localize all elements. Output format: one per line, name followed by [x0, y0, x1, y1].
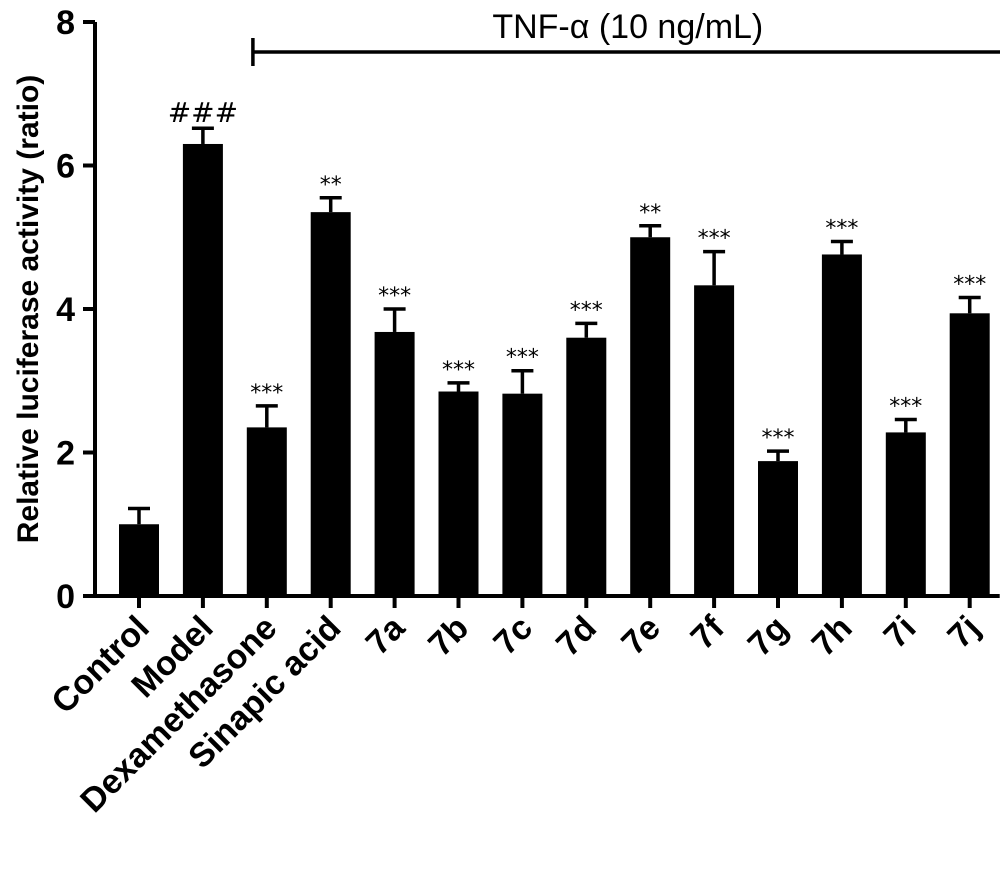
bar-7a: [374, 331, 415, 596]
significance-label-7b: ***: [442, 358, 475, 383]
bar-7h: [821, 254, 862, 596]
x-tick-label-7d: 7d: [549, 609, 604, 664]
bar-7b: [438, 391, 479, 596]
bar-Model: [182, 143, 223, 596]
significance-label-Sinapic acid: **: [320, 173, 342, 198]
treatment-label: TNF-α (10 ng/mL): [492, 8, 763, 46]
significance-label-7e: **: [639, 201, 661, 226]
bar-7e: [630, 237, 671, 596]
significance-label-7a: ***: [378, 284, 411, 309]
significance-label-7i: ***: [889, 394, 922, 419]
significance-label-7c: ***: [506, 346, 539, 371]
bar-7j: [949, 313, 990, 596]
bar-7g: [758, 461, 798, 596]
bar-Sinapic acid: [310, 212, 351, 596]
x-tick-label-7e: 7e: [614, 609, 668, 663]
significance-label-7h: ***: [825, 217, 858, 242]
x-tick-label-7a: 7a: [359, 608, 413, 662]
y-tick-label: 4: [56, 291, 75, 329]
bar-Control: [119, 524, 159, 596]
x-tick-label-7j: 7j: [940, 609, 987, 656]
y-axis-title: Relative luciferase activity (ratio): [12, 75, 45, 544]
bar-7d: [566, 337, 607, 596]
significance-label-7j: ***: [953, 273, 986, 298]
y-tick-label: 2: [56, 435, 75, 473]
y-tick-label: 8: [56, 4, 75, 42]
significance-label-7f: ***: [698, 227, 731, 252]
bar-7c: [502, 393, 543, 596]
bar-7f: [694, 285, 735, 596]
y-tick-label: 0: [56, 578, 75, 616]
x-tick-label-7f: 7f: [684, 608, 733, 657]
x-tick-label-7h: 7h: [805, 609, 860, 664]
significance-label-7d: ***: [570, 298, 603, 323]
x-tick-label-7b: 7b: [421, 609, 476, 664]
significance-label-Dexamethasone: ***: [250, 381, 283, 406]
bar-7i: [885, 432, 926, 596]
y-tick-label: 6: [56, 148, 75, 186]
significance-label-Model: ###: [168, 96, 238, 129]
x-tick-label-7c: 7c: [486, 609, 540, 663]
x-tick-label-7g: 7g: [741, 609, 796, 664]
x-tick-label-7i: 7i: [877, 609, 924, 656]
significance-label-7g: ***: [762, 426, 795, 451]
bar-Dexamethasone: [246, 427, 287, 596]
